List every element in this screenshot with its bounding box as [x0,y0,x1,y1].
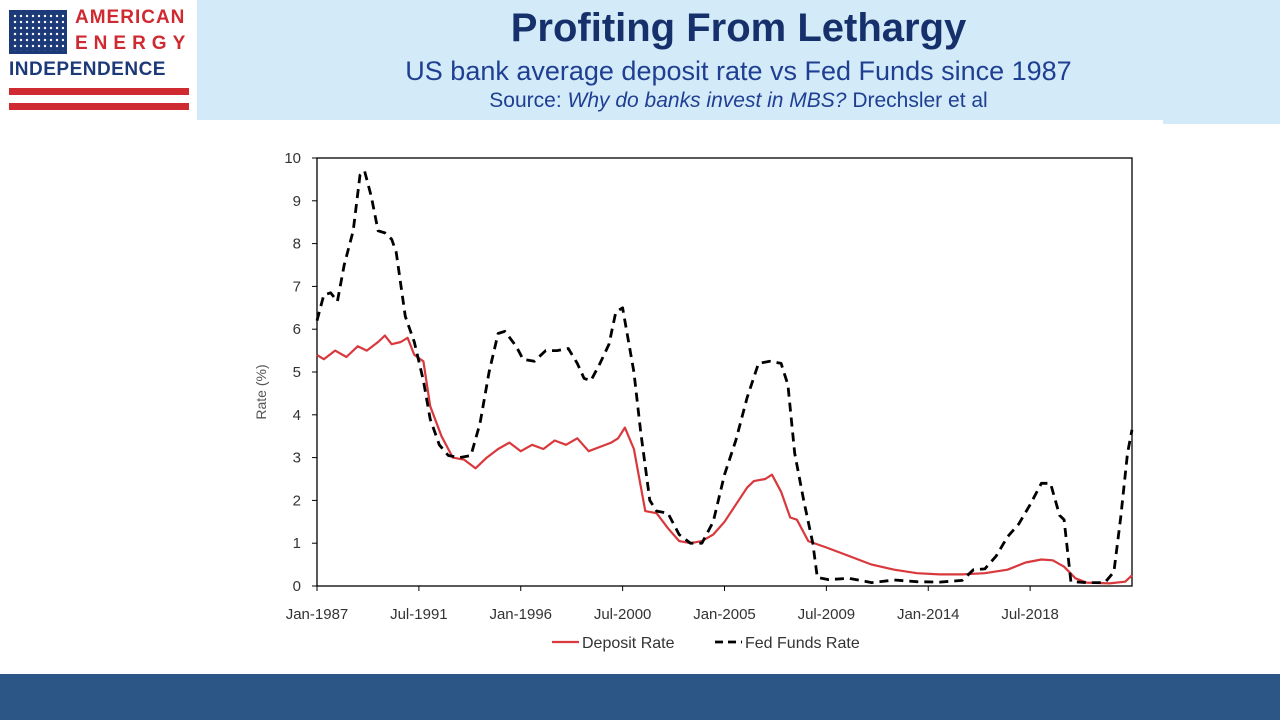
y-tick-label: 8 [293,236,301,253]
logo-line-2: ENERGY [75,33,192,54]
logo-stripe [9,88,189,95]
source-prefix: Source: [489,89,568,112]
page-subtitle: US bank average deposit rate vs Fed Fund… [405,56,1072,86]
y-tick-label: 4 [293,407,301,424]
series-line-2 [315,169,1134,584]
header-divider [197,120,1163,128]
legend-label-2: Fed Funds Rate [745,635,860,652]
header-band [197,0,1280,124]
x-tick-label: Jan-1987 [286,606,349,623]
brand-logo: AMERICAN ENERGY INDEPENDENCE [0,0,197,124]
source-line: Source: Why do banks invest in MBS? Drec… [197,89,1280,113]
flag-icon [9,10,67,54]
y-tick-label: 2 [293,492,301,509]
y-axis-label: Rate (%) [253,364,269,419]
y-tick-label: 6 [293,321,301,338]
y-tick-label: 9 [293,193,301,210]
source-title: Why do banks invest in MBS? [567,89,847,112]
logo-line-1: AMERICAN [75,7,186,28]
x-tick-label: Jan-2005 [693,606,756,623]
page-title: Profiting From Lethargy [510,6,967,50]
x-tick-label: Jan-2014 [897,606,960,623]
y-tick-label: 0 [293,578,301,595]
footer-bar [0,674,1280,720]
series-line-1 [316,334,1133,585]
y-tick-label: 3 [293,450,301,467]
y-tick-label: 5 [293,364,301,381]
y-tick-label: 7 [293,278,301,295]
x-tick-label: Jul-2018 [1001,606,1059,623]
x-tick-label: Jul-2009 [798,606,856,623]
x-tick-label: Jul-1991 [390,606,448,623]
logo-stripe [9,103,189,110]
logo-line-3: INDEPENDENCE [9,59,166,80]
x-tick-label: Jul-2000 [594,606,652,623]
y-tick-label: 1 [293,535,301,552]
legend-label-1: Deposit Rate [582,635,675,652]
y-tick-label: 10 [284,150,301,167]
rate-line-chart: 0 1 2 3 4 5 6 7 8 9 10 Jan-1987 Jul-1991 Jan-1996 Jul-… [253,150,1134,652]
source-authors: Drechsler et al [846,89,988,112]
x-tick-label: Jan-1996 [489,606,552,623]
